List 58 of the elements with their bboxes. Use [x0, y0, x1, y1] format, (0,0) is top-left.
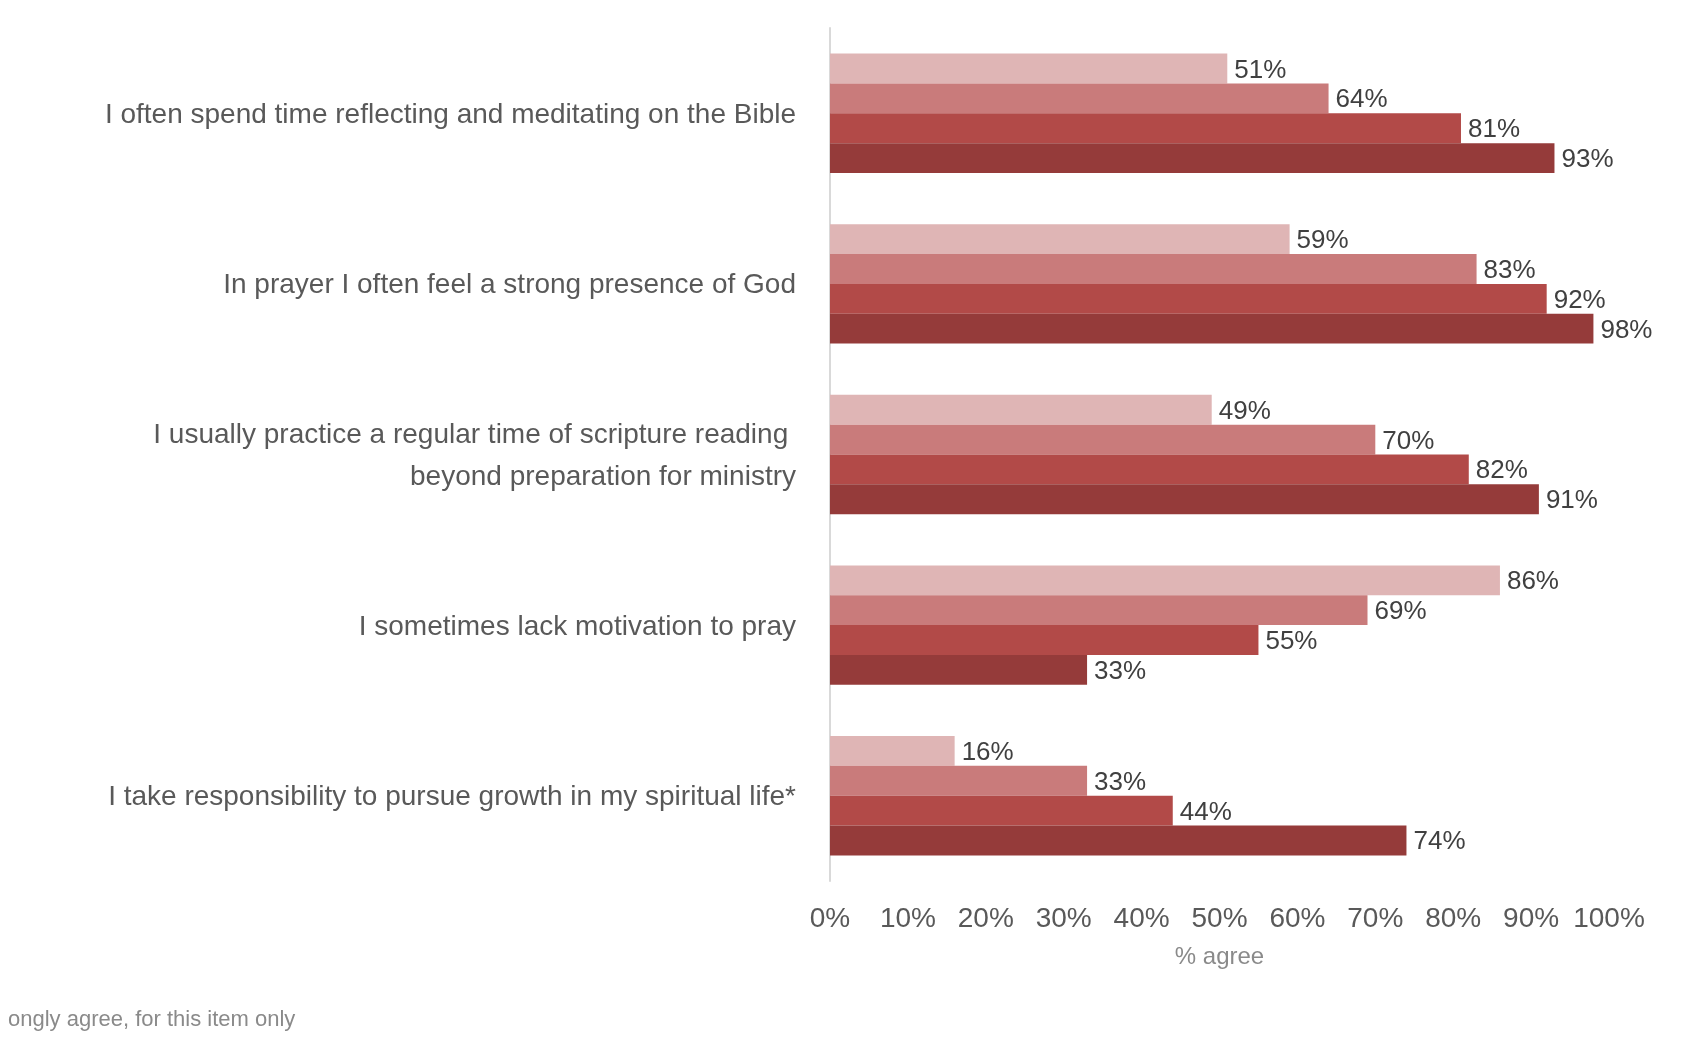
y-tick-label: I usually practice a regular time of scripture reading beyond preparation for ministry: [153, 418, 796, 491]
data-label: 92%: [1553, 283, 1606, 314]
bar: [830, 224, 1290, 255]
x-tick-label: 50%: [1191, 901, 1248, 933]
bar: [830, 53, 1228, 84]
data-label: 55%: [1265, 625, 1318, 656]
x-tick-label: 40%: [1113, 901, 1170, 933]
bar: [830, 283, 1547, 314]
data-label: 86%: [1506, 565, 1559, 596]
data-label: 51%: [1234, 53, 1287, 84]
data-label: 81%: [1467, 113, 1521, 144]
x-tick-label: 0%: [809, 901, 851, 933]
data-label: 82%: [1475, 454, 1528, 485]
data-label: 83%: [1483, 253, 1536, 284]
x-tick-label: 100%: [1573, 901, 1645, 933]
y-tick-label: I sometimes lack motivation to pray: [358, 609, 796, 641]
x-tick-label: 20%: [957, 901, 1014, 933]
bar: [830, 625, 1259, 655]
y-tick-label: I often spend time reflecting and meditating on the Bible: [104, 97, 796, 129]
data-label: 93%: [1561, 143, 1614, 174]
data-label: 33%: [1094, 765, 1147, 796]
bar: [830, 654, 1088, 685]
x-tick-label: 60%: [1269, 901, 1326, 933]
x-tick-label: 10%: [879, 901, 936, 933]
bar: [830, 825, 1407, 856]
bar: [830, 765, 1088, 796]
bar: [830, 424, 1376, 455]
bar: [830, 454, 1469, 485]
data-label: 74%: [1413, 825, 1466, 856]
y-tick-label: I take responsibility to pursue growth in my spiritual life*: [108, 780, 797, 812]
bar: [830, 484, 1539, 515]
x-axis-title: % agree: [1174, 941, 1265, 969]
data-label: 64%: [1335, 83, 1388, 114]
bar: [830, 595, 1368, 626]
y-tick-label: In prayer I often feel a strong presence of God: [223, 268, 796, 300]
bar: [830, 313, 1594, 344]
data-label: 69%: [1374, 595, 1427, 626]
data-label: 49%: [1218, 394, 1271, 425]
data-label: 91%: [1545, 484, 1598, 515]
bar: [830, 143, 1555, 174]
x-tick-label: 80%: [1425, 901, 1482, 933]
x-tick-label: 30%: [1035, 901, 1092, 933]
bar: [830, 113, 1461, 144]
data-label: 70%: [1382, 424, 1435, 455]
data-label: 16%: [961, 735, 1014, 766]
data-label: 33%: [1094, 654, 1147, 685]
bar: [830, 565, 1500, 596]
x-tick-label: 70%: [1347, 901, 1404, 933]
bar: [830, 735, 955, 766]
text: ongly agree, for this item only: [8, 1005, 296, 1031]
x-tick-label: 90%: [1503, 901, 1560, 933]
data-label: 98%: [1600, 313, 1653, 344]
bar: [830, 254, 1477, 284]
data-label: 44%: [1179, 795, 1232, 826]
bar: [830, 83, 1329, 114]
data-label: 59%: [1296, 224, 1349, 255]
bar: [830, 795, 1173, 826]
bar: [830, 394, 1212, 425]
